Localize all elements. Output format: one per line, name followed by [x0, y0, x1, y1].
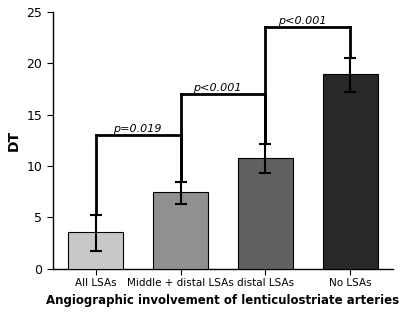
Bar [68, 232, 123, 269]
Text: p=0.019: p=0.019 [113, 124, 161, 134]
Text: p<0.001: p<0.001 [278, 16, 326, 26]
Text: p<0.001: p<0.001 [193, 83, 242, 93]
Y-axis label: DT: DT [7, 130, 21, 151]
Bar [238, 158, 293, 269]
X-axis label: Angiographic involvement of lenticulostriate arteries: Angiographic involvement of lenticulostr… [46, 294, 400, 307]
Bar [322, 73, 378, 269]
Bar [153, 192, 208, 269]
